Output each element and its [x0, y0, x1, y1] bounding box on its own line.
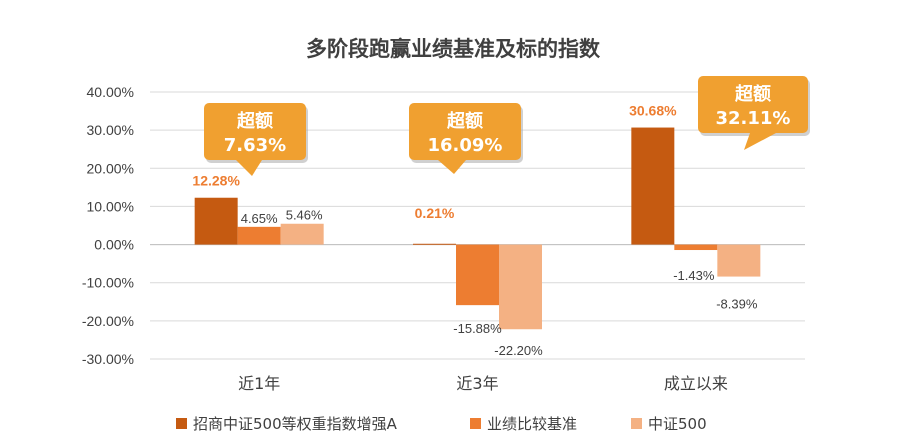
legend-label: 业绩比较基准 — [487, 415, 577, 433]
callout-tail — [438, 160, 466, 174]
legend: 招商中证500等权重指数增强A 业绩比较基准 中证500 — [176, 415, 707, 433]
bar — [456, 244, 499, 306]
data-label: -22.20% — [494, 343, 543, 358]
legend-item: 中证500 — [631, 415, 707, 433]
callout-box — [698, 76, 808, 133]
bar — [674, 244, 718, 251]
callout-line1: 超额 — [735, 83, 771, 105]
legend-label: 中证500 — [648, 415, 707, 433]
bar — [280, 223, 324, 245]
excess-return-callout: 超额 7.63% — [204, 103, 308, 176]
x-category-label: 近1年 — [238, 374, 280, 393]
callout-box — [409, 103, 521, 160]
data-label: -1.43% — [673, 268, 715, 283]
data-label: 4.65% — [241, 211, 278, 226]
bar — [237, 226, 281, 245]
callout-line2: 7.63% — [224, 135, 286, 156]
data-label: 12.28% — [192, 173, 240, 189]
data-label: 30.68% — [629, 103, 677, 119]
callout-tail — [744, 133, 776, 150]
legend-swatch — [631, 418, 642, 429]
data-label: 0.21% — [415, 205, 455, 221]
y-tick-label: 40.00% — [87, 84, 134, 100]
y-tick-label: 20.00% — [87, 160, 134, 176]
data-label: -8.39% — [716, 297, 758, 312]
callout-box — [204, 103, 306, 160]
x-axis-categories: 近1年 近3年 成立以来 — [238, 374, 728, 393]
excess-return-callout: 超额 16.09% — [409, 103, 523, 174]
bar — [413, 243, 456, 245]
excess-return-callout: 超额 32.11% — [698, 76, 810, 150]
bar — [717, 244, 761, 277]
callouts: 超额 7.63% 超额 16.09% 超额 32.11% — [204, 76, 810, 176]
chart-title: 多阶段跑赢业绩基准及标的指数 — [306, 37, 601, 61]
y-tick-label: -30.00% — [82, 351, 134, 367]
callout-tail — [236, 160, 262, 176]
legend-item: 招商中证500等权重指数增强A — [176, 415, 398, 433]
y-tick-label: -20.00% — [82, 313, 134, 329]
legend-swatch — [470, 418, 481, 429]
callout-line2: 32.11% — [716, 108, 791, 129]
bar — [194, 197, 238, 245]
legend-item: 业绩比较基准 — [470, 415, 577, 433]
y-tick-label: 30.00% — [87, 122, 134, 138]
bar — [499, 244, 542, 330]
y-axis-ticks: 40.00% 30.00% 20.00% 10.00% 0.00% -10.00% -20.… — [82, 84, 134, 367]
callout-line1: 超额 — [237, 110, 273, 132]
x-category-label: 近3年 — [456, 374, 498, 393]
data-label: 5.46% — [286, 208, 323, 223]
x-category-label: 成立以来 — [664, 374, 728, 393]
data-labels: 12.28% 0.21% 30.68% 4.65% -15.88% -1.43% 5.46%… — [192, 103, 757, 359]
data-label: -15.88% — [453, 321, 502, 336]
y-tick-label: 0.00% — [94, 237, 134, 253]
bar — [631, 127, 675, 245]
callout-line1: 超额 — [447, 110, 483, 132]
legend-label: 招商中证500等权重指数增强A — [193, 415, 398, 433]
callout-line2: 16.09% — [428, 135, 503, 156]
y-tick-label: -10.00% — [82, 275, 134, 291]
y-tick-label: 10.00% — [87, 198, 134, 214]
bars — [194, 127, 761, 330]
legend-swatch — [176, 418, 187, 429]
